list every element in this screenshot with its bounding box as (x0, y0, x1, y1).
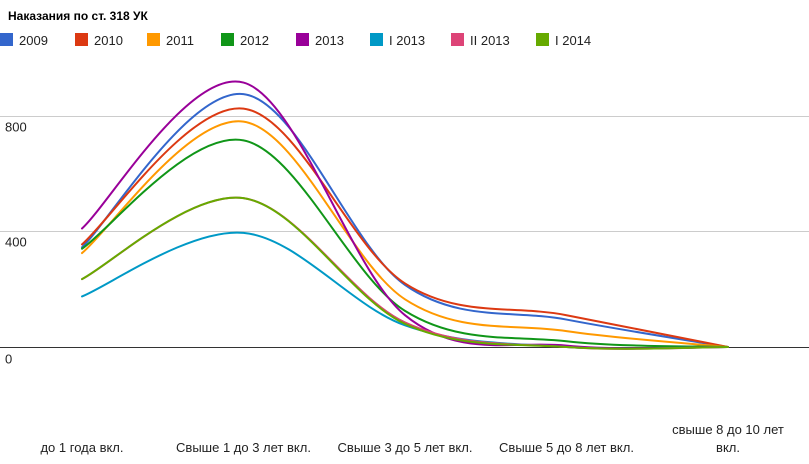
legend-swatch (0, 33, 13, 46)
legend: 2009 2010 2011 2012 2013 I 2013 II 2013 I 2014 (0, 33, 591, 48)
legend-item[interactable]: 2013 (296, 33, 344, 48)
legend-label: II 2013 (470, 33, 510, 48)
series-line[interactable] (81, 93, 729, 348)
legend-swatch (221, 33, 234, 46)
legend-label: I 2014 (555, 33, 591, 48)
x-tick-label: вкл. (716, 440, 740, 455)
y-tick-label: 0 (5, 352, 12, 367)
y-tick-label: 400 (5, 235, 27, 250)
legend-item[interactable]: I 2014 (536, 33, 591, 48)
x-tick-label: Свыше 5 до 8 лет вкл. (499, 440, 634, 455)
x-tick-label: Свыше 3 до 5 лет вкл. (338, 440, 473, 455)
series-line[interactable] (81, 120, 729, 348)
legend-swatch (451, 33, 464, 46)
legend-item[interactable]: 2011 (147, 33, 194, 48)
y-tick-label: 800 (5, 120, 27, 135)
x-tick-label: Свыше 1 до 3 лет вкл. (176, 440, 311, 455)
x-tick-label: свыше 8 до 10 лет (672, 422, 784, 437)
legend-swatch (296, 33, 309, 46)
gridlines (0, 116, 809, 348)
legend-label: 2013 (315, 33, 344, 48)
legend-swatch (536, 33, 549, 46)
legend-label: I 2013 (389, 33, 425, 48)
x-axis-labels: до 1 года вкл. Свыше 1 до 3 лет вкл. Свыше… (40, 422, 783, 455)
legend-item[interactable]: 2009 (0, 33, 48, 48)
y-axis-ticks: 0 400 800 (5, 120, 27, 367)
legend-label: 2011 (166, 33, 194, 48)
legend-swatch (370, 33, 383, 46)
series-lines (81, 80, 729, 350)
series-line[interactable] (81, 107, 729, 348)
series-line[interactable] (81, 138, 729, 348)
legend-item[interactable]: I 2013 (370, 33, 425, 48)
legend-label: 2009 (19, 33, 48, 48)
x-tick-label: до 1 года вкл. (40, 440, 123, 455)
legend-swatch (147, 33, 160, 46)
series-line[interactable] (81, 196, 729, 350)
legend-label: 2012 (240, 33, 269, 48)
legend-item[interactable]: 2012 (221, 33, 269, 48)
legend-item[interactable]: II 2013 (451, 33, 510, 48)
legend-swatch (75, 33, 88, 46)
chart-title: Наказания по ст. 318 УК (8, 9, 149, 23)
legend-label: 2010 (94, 33, 123, 48)
legend-item[interactable]: 2010 (75, 33, 123, 48)
